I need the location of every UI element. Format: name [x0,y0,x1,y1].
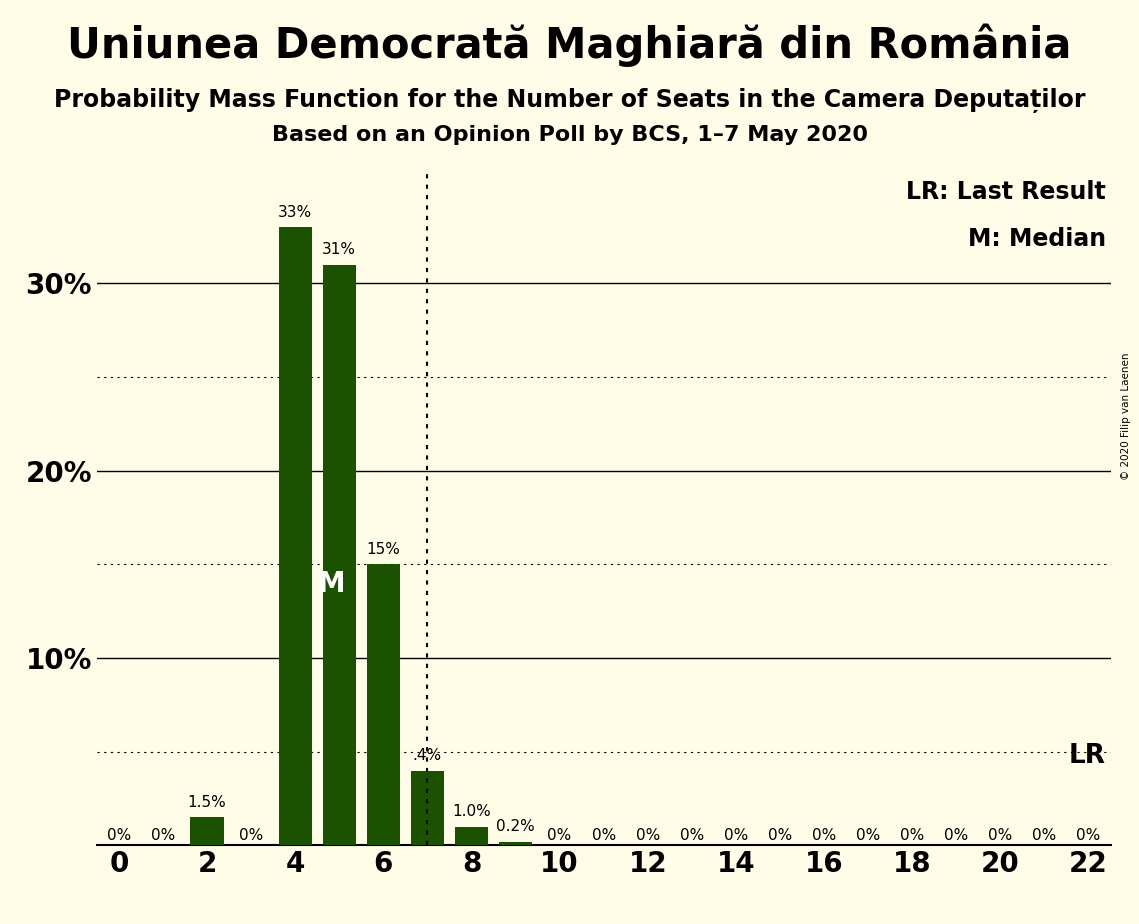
Text: 0%: 0% [944,828,968,843]
Bar [322,264,355,845]
Text: 0%: 0% [1032,828,1057,843]
Text: 15%: 15% [367,541,400,557]
Bar [454,827,487,845]
Text: 0%: 0% [591,828,616,843]
Text: 0%: 0% [900,828,925,843]
Text: 31%: 31% [322,242,357,257]
Text: 0%: 0% [150,828,175,843]
Text: 0%: 0% [548,828,572,843]
Bar [190,818,223,845]
Bar [279,227,312,845]
Text: .4%: .4% [412,748,442,763]
Text: 0.2%: 0.2% [497,820,535,834]
Text: LR: Last Result: LR: Last Result [907,180,1106,204]
Text: 1.5%: 1.5% [188,795,227,809]
Bar [367,565,400,845]
Text: M: M [318,570,345,598]
Text: Probability Mass Function for the Number of Seats in the Camera Deputaților: Probability Mass Function for the Number… [54,88,1085,113]
Text: 0%: 0% [768,828,792,843]
Text: © 2020 Filip van Laenen: © 2020 Filip van Laenen [1121,352,1131,480]
Text: 0%: 0% [107,828,131,843]
Text: 0%: 0% [812,828,836,843]
Text: 0%: 0% [723,828,748,843]
Text: 0%: 0% [989,828,1013,843]
Text: Uniunea Democrată Maghiară din România: Uniunea Democrată Maghiară din România [67,23,1072,67]
Text: 0%: 0% [857,828,880,843]
Text: 0%: 0% [680,828,704,843]
Bar [499,842,532,845]
Text: M: Median: M: Median [968,227,1106,251]
Text: 33%: 33% [278,204,312,220]
Text: 0%: 0% [636,828,659,843]
Bar [411,771,444,845]
Text: LR: LR [1070,743,1106,769]
Text: 0%: 0% [1076,828,1100,843]
Text: 1.0%: 1.0% [452,804,491,820]
Text: Based on an Opinion Poll by BCS, 1–7 May 2020: Based on an Opinion Poll by BCS, 1–7 May… [271,125,868,145]
Text: 0%: 0% [239,828,263,843]
